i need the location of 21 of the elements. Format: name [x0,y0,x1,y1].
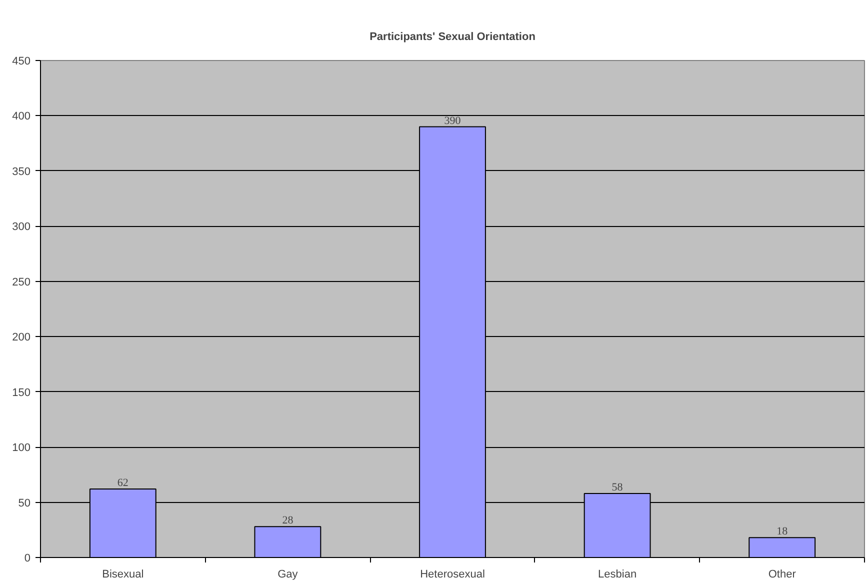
y-tick-label: 200 [12,332,31,344]
y-tick-label: 0 [24,552,31,564]
x-tick-label: Heterosexual [420,568,485,580]
y-tick-label: 100 [12,442,31,454]
x-tick-label: Lesbian [598,568,637,580]
y-tick-label: 350 [12,166,31,178]
data-label: 58 [612,481,624,494]
y-tick-label: 450 [12,56,31,68]
data-label: 62 [117,477,128,490]
y-tick-label: 50 [18,497,31,510]
chart-title: Participants' Sexual Orientation [370,31,536,43]
data-label: 390 [444,114,462,127]
data-label: 28 [282,514,294,527]
y-tick-label: 150 [12,386,31,399]
y-tick-label: 300 [12,221,31,234]
y-tick-label: 400 [12,110,31,123]
x-tick-label: Bisexual [102,568,144,580]
data-label: 18 [776,526,788,538]
x-tick-label: Gay [278,568,298,580]
x-tick-label: Other [768,568,796,580]
y-tick-label: 250 [12,276,31,288]
